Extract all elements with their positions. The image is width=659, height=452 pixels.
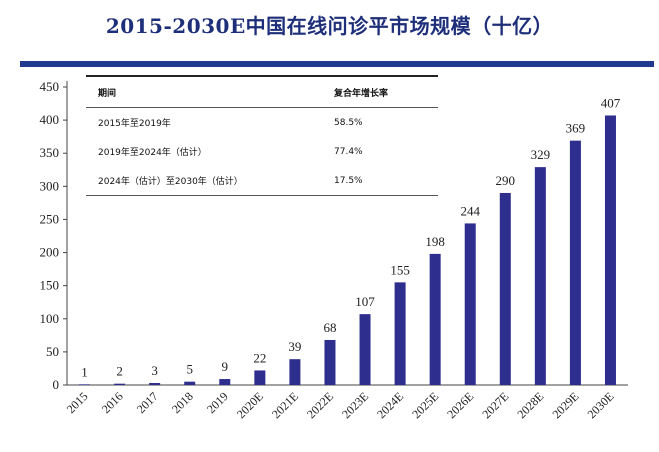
x-tick-label: 2023E (339, 389, 371, 421)
x-tick-label: 2028E (514, 389, 546, 421)
table-row: 2019年至2024年（估计） 77.4% (86, 137, 438, 166)
bar-value-label: 329 (531, 147, 551, 162)
x-tick-label: 2022E (304, 389, 336, 421)
row-period: 2024年（估计）至2030年（估计） (98, 177, 243, 187)
bar-value-label: 1 (81, 364, 88, 379)
bar-value-label: 198 (425, 234, 445, 249)
table-top-rule (86, 75, 438, 77)
bar-value-label: 22 (253, 350, 266, 365)
y-tick-label: 100 (40, 311, 60, 326)
bar-value-label: 2 (116, 364, 123, 379)
header-rate: 复合年增长率 (334, 88, 389, 99)
bar-value-label: 107 (355, 294, 375, 309)
x-tick-label: 2021E (269, 389, 301, 421)
bar-value-label: 290 (496, 173, 516, 188)
table-row: 2015年至2019年 58.5% (86, 108, 438, 137)
table-bottom-rule (86, 195, 438, 196)
y-tick-label: 450 (40, 79, 60, 94)
x-tick-label: 2018 (169, 389, 196, 416)
bar (219, 379, 231, 385)
title-band (20, 61, 654, 67)
y-tick-label: 50 (46, 344, 59, 359)
row-rate: 17.5% (334, 175, 363, 186)
bar (499, 192, 511, 385)
row-period: 2019年至2024年（估计） (98, 148, 207, 158)
bar-value-label: 155 (390, 262, 410, 277)
bar (464, 223, 476, 385)
x-tick-label: 2019 (204, 389, 231, 416)
y-tick-label: 300 (40, 178, 60, 193)
y-tick-label: 400 (40, 112, 60, 127)
x-tick-label: 2015 (64, 389, 91, 416)
bar-value-label: 39 (288, 339, 301, 354)
y-axis-ticks: 0 50 100 150 200 250 300 350 400 450 (40, 79, 67, 392)
x-tick-label: 2029E (549, 389, 581, 421)
x-tick-label: 2025E (409, 389, 441, 421)
bar-value-label: 9 (222, 359, 229, 374)
bar (79, 384, 91, 385)
row-rate: 77.4% (334, 146, 363, 157)
bar-value-label: 369 (566, 121, 586, 136)
bar (429, 253, 441, 385)
x-tick-label: 2020E (234, 389, 266, 421)
bar (254, 370, 266, 385)
y-tick-label: 250 (40, 211, 60, 226)
y-tick-label: 350 (40, 145, 60, 160)
y-tick-label: 150 (40, 278, 60, 293)
bar (324, 339, 336, 385)
bar-series (79, 115, 616, 385)
cagr-table: 期间 复合年增长率 2015年至2019年 58.5% 2019年至2024年（… (86, 75, 438, 196)
bar (149, 383, 161, 385)
bar (394, 282, 406, 385)
x-tick-label: 2026E (444, 389, 476, 421)
x-axis-ticks: 2015 2016 2017 2018 2019 2020E 2021E 2022E 2023E… (64, 389, 617, 421)
x-tick-label: 2017 (134, 389, 161, 416)
bar (184, 381, 196, 385)
table-header-rule (86, 107, 438, 108)
y-tick-label: 0 (53, 377, 60, 392)
data-labels: 1 2 3 5 9 22 39 68 107 155 198 244 290 329 369 407 (81, 95, 620, 379)
bar-value-label: 407 (601, 95, 621, 110)
row-period: 2015年至2019年 (98, 119, 171, 129)
x-tick-label: 2016 (99, 389, 126, 416)
chart-title: 2015-2030E中国在线问诊平市场规模（十亿） (105, 14, 554, 38)
y-tick-label: 200 (40, 245, 60, 260)
row-rate: 58.5% (334, 117, 363, 128)
bar (289, 359, 301, 385)
x-tick-label: 2030E (585, 389, 617, 421)
bar-value-label: 68 (323, 320, 336, 335)
bar-value-label: 5 (186, 362, 193, 377)
bar (534, 167, 546, 385)
x-tick-label: 2027E (479, 389, 511, 421)
bar-value-label: 3 (151, 363, 158, 378)
header-period: 期间 (98, 88, 117, 99)
bar (569, 140, 581, 385)
bar (359, 314, 371, 385)
table-row: 2024年（估计）至2030年（估计） 17.5% (86, 166, 438, 195)
bar (604, 115, 616, 385)
bar-value-label: 244 (460, 203, 480, 218)
x-tick-label: 2024E (374, 389, 406, 421)
bar (114, 383, 126, 385)
table-header-row: 期间 复合年增长率 (86, 77, 438, 107)
